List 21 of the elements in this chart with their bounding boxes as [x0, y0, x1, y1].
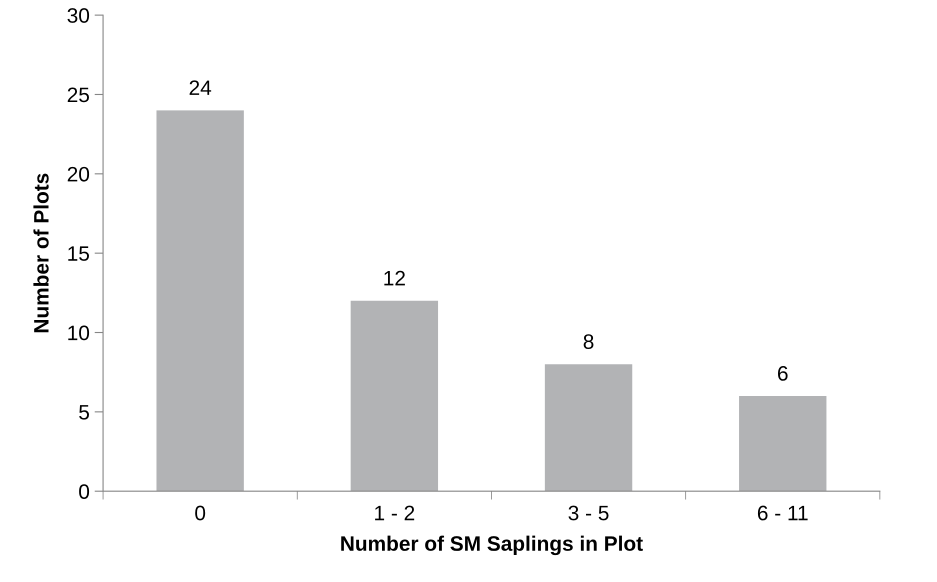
x-tick-label: 3 - 5 — [568, 506, 609, 520]
y-tick-label: 5 — [79, 405, 90, 420]
bar — [739, 396, 826, 492]
y-tick-label: 10 — [68, 326, 90, 340]
x-tick-label: 6 - 11 — [758, 506, 808, 520]
x-tick-label: 0 — [195, 506, 206, 520]
bar — [544, 364, 632, 492]
y-tick-label: 25 — [68, 87, 90, 102]
data-label: 6 — [778, 366, 788, 381]
x-tick-label: 1 - 2 — [375, 506, 414, 520]
data-label: 24 — [190, 80, 212, 95]
y-tick-label: 0 — [79, 484, 90, 499]
y-axis-title: Number of Plots — [33, 174, 49, 332]
bar — [156, 110, 244, 492]
data-label: 12 — [384, 270, 405, 286]
bar — [350, 300, 438, 492]
data-label: 8 — [584, 334, 594, 350]
y-tick-label: 20 — [68, 166, 90, 182]
y-tick-label: 15 — [68, 246, 90, 261]
y-tick-label: 30 — [68, 8, 90, 23]
x-axis-title: Number of SM Saplings in Plot — [341, 536, 643, 556]
